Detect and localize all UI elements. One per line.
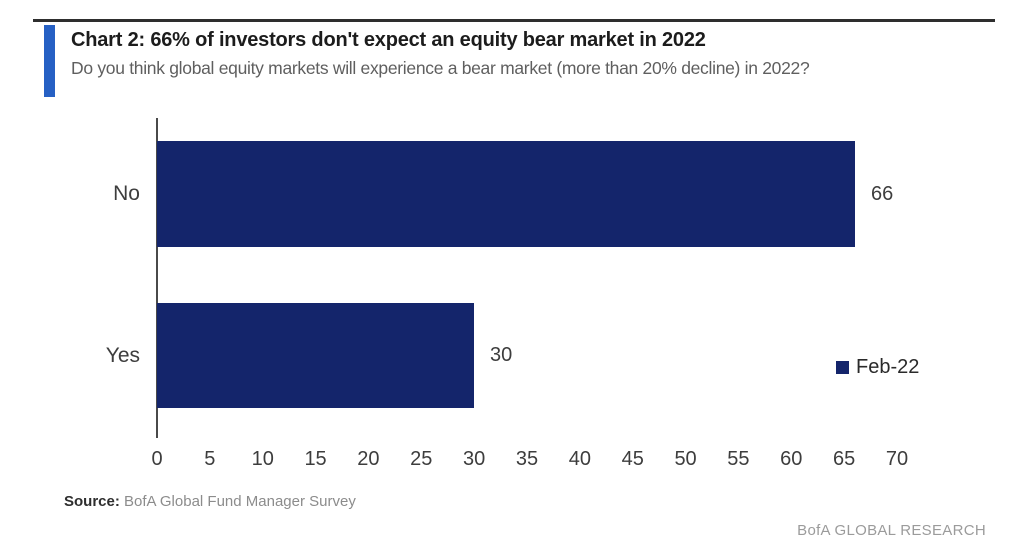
bar-yes: [157, 303, 474, 408]
legend-label: Feb-22: [856, 355, 920, 378]
category-label: Yes: [105, 344, 140, 367]
x-tick-label: 30: [463, 448, 486, 470]
x-tick-label: 5: [204, 448, 216, 470]
x-tick-label: 50: [674, 448, 697, 470]
x-tick-label: 15: [304, 448, 327, 470]
top-rule: [33, 19, 995, 22]
category-label: No: [113, 182, 140, 205]
x-tick-label: 0: [151, 448, 163, 470]
x-tick-label: 70: [885, 448, 909, 470]
x-tick-label: 45: [621, 448, 644, 470]
bar-no: [157, 141, 855, 247]
x-tick-label: 10: [251, 448, 274, 470]
x-tick-label: 65: [833, 448, 856, 470]
x-tick-label: 35: [515, 448, 539, 470]
x-tick-label: 20: [357, 448, 380, 470]
x-tick-label: 25: [410, 448, 433, 470]
chart-title: Chart 2: 66% of investors don't expect a…: [71, 29, 706, 51]
source-label: Source:: [64, 493, 120, 510]
x-tick-label: 60: [780, 448, 803, 470]
x-tick-label: 40: [568, 448, 591, 470]
chart-subtitle: Do you think global equity markets will …: [71, 58, 810, 78]
legend-swatch-icon: [836, 360, 849, 374]
x-tick-label: 55: [727, 448, 750, 470]
value-label: 30: [490, 344, 513, 366]
legend: Feb-22: [836, 353, 919, 381]
source-line: Source: BofA Global Fund Manager Survey: [64, 493, 356, 510]
accent-bar: [44, 25, 55, 97]
value-label: 66: [871, 183, 894, 205]
y-axis-line: [156, 118, 158, 438]
source-text: BofA Global Fund Manager Survey: [124, 493, 356, 510]
branding-text: BofA GLOBAL RESEARCH: [797, 522, 986, 539]
